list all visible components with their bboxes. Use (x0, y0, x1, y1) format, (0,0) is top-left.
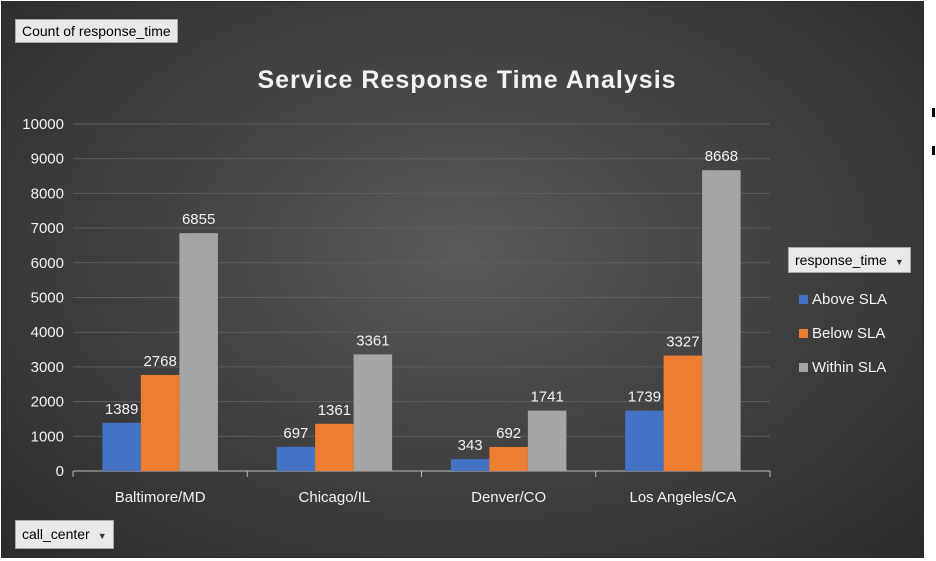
data-label: 1739 (628, 389, 661, 406)
bar (625, 410, 664, 471)
values-field-label: Count of response_time (22, 23, 171, 39)
data-label: 1741 (530, 389, 563, 406)
axis-field-button[interactable]: call_center ▼ (15, 520, 114, 549)
y-tick-label: 7000 (31, 220, 64, 237)
edge-mark (932, 108, 935, 117)
legend-label-above-sla: Above SLA (812, 290, 888, 308)
x-tick-label: Los Angeles/CA (630, 489, 737, 506)
bar (179, 233, 218, 471)
pivot-chart[interactable]: 0 1000 2000 3000 4000 5000 6000 7000 8000 9000 100… (1, 1, 924, 558)
bar (276, 446, 316, 471)
legend-item-below-sla[interactable]: Below SLA (799, 316, 887, 350)
x-tick-label: Denver/CO (471, 489, 546, 506)
chart-title: Service Response Time Analysis (257, 66, 677, 94)
edge-mark (932, 146, 935, 155)
data-label: 1361 (318, 402, 351, 419)
bar (140, 374, 180, 471)
legend-swatch-above-sla (799, 294, 808, 304)
data-label: 692 (496, 425, 521, 442)
chevron-down-icon: ▼ (97, 531, 107, 541)
axis-field-label: call_center (22, 526, 90, 542)
legend-item-above-sla[interactable]: Above SLA (799, 282, 887, 316)
data-label: 3361 (356, 332, 389, 349)
bar (315, 423, 354, 471)
bar (527, 410, 567, 471)
legend-label-below-sla: Below SLA (812, 324, 886, 342)
legend-field-label: response_time (795, 252, 887, 268)
legend-swatch-within-sla (799, 362, 808, 372)
y-tick-label: 9000 (31, 151, 64, 168)
y-tick-label: 2000 (31, 394, 64, 411)
bar (702, 170, 741, 471)
legend-swatch-below-sla (799, 328, 808, 338)
legend-label-within-sla: Within SLA (812, 358, 887, 376)
plot-area: 0 1000 2000 3000 4000 5000 6000 7000 8000 9000 100… (22, 116, 771, 506)
bar (663, 355, 703, 471)
y-tick-label: 3000 (31, 359, 64, 376)
values-field-button[interactable]: Count of response_time (15, 19, 178, 43)
bar (353, 354, 393, 471)
bar (489, 446, 528, 471)
legend-item-within-sla[interactable]: Within SLA (799, 350, 887, 384)
bar (450, 459, 490, 471)
bar (102, 422, 141, 471)
y-tick-label: 0 (56, 463, 64, 480)
data-label: 8668 (705, 148, 738, 165)
data-label: 3327 (666, 334, 699, 351)
legend-field-button[interactable]: response_time ▼ (788, 247, 911, 273)
data-label: 2768 (143, 353, 176, 370)
data-label: 343 (458, 437, 483, 454)
y-tick-label: 5000 (31, 290, 64, 307)
legend: Above SLA Below SLA Within SLA (799, 282, 887, 384)
x-tick-label: Chicago/IL (299, 489, 371, 506)
y-tick-label: 1000 (31, 428, 64, 445)
data-label: 6855 (182, 211, 215, 228)
data-label: 697 (283, 425, 308, 442)
y-tick-label: 4000 (31, 324, 64, 341)
y-tick-label: 6000 (31, 255, 64, 272)
data-label: 1389 (105, 401, 138, 418)
chevron-down-icon: ▼ (894, 257, 904, 267)
x-tick-label: Baltimore/MD (115, 489, 206, 506)
y-tick-label: 8000 (31, 185, 64, 202)
y-tick-label: 10000 (22, 116, 64, 133)
